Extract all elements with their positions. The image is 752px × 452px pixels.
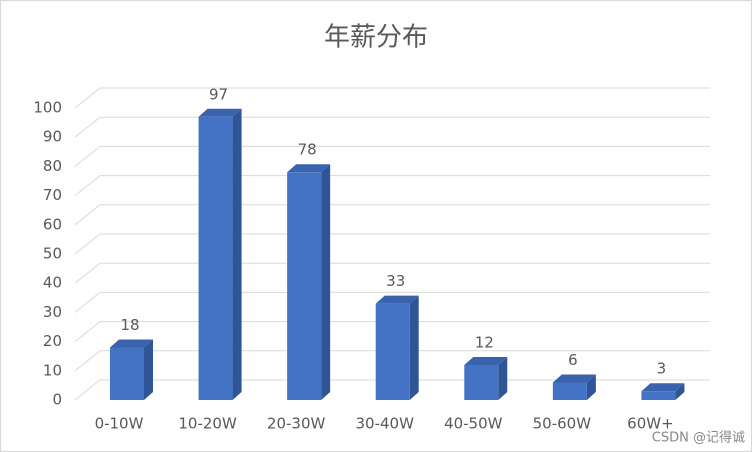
grid-line (74, 321, 710, 342)
bar-front (464, 364, 499, 400)
y-tick-label: 40 (43, 274, 62, 292)
data-label: 12 (475, 333, 494, 351)
bar-front (110, 347, 144, 400)
bar-front (641, 391, 676, 400)
x-tick-label: 30-40W (356, 415, 415, 433)
y-tick-label: 10 (43, 361, 62, 379)
bar-side (232, 108, 242, 400)
y-tick-label: 20 (43, 332, 62, 350)
data-label: 97 (209, 85, 228, 103)
grid-line (74, 87, 710, 109)
bar-top (464, 356, 508, 365)
grid-line (74, 175, 710, 196)
grid-line (74, 350, 710, 372)
x-tick-label: 40-50W (444, 415, 503, 433)
bar-front (552, 382, 587, 400)
bar-top (375, 295, 419, 304)
bar (198, 108, 242, 400)
watermark: CSDN @记得诚 (652, 430, 745, 446)
bar (464, 356, 508, 400)
bar-front (198, 116, 233, 400)
bar-side (409, 295, 419, 400)
bar-side (586, 374, 596, 400)
grid-line (74, 291, 710, 313)
bar (287, 164, 331, 400)
y-tick-label: 0 (52, 391, 62, 409)
data-label: 6 (568, 351, 578, 369)
y-tick-label: 90 (43, 128, 62, 146)
bar (110, 339, 153, 400)
data-label: 18 (120, 316, 139, 334)
y-tick-label: 80 (43, 157, 62, 175)
y-tick-label: 50 (43, 245, 62, 263)
bar-side (675, 383, 685, 400)
bar-front (375, 303, 410, 400)
bar-top (641, 383, 685, 392)
x-tick-label: 20-30W (267, 415, 326, 433)
bar-top (552, 374, 596, 383)
x-tick-label: 10-20W (178, 415, 237, 433)
data-label: 3 (657, 360, 667, 378)
bar-side (498, 356, 508, 400)
bar (552, 374, 596, 400)
bar (375, 295, 419, 400)
bar-top (198, 108, 242, 117)
grid-line (74, 204, 710, 226)
y-tick-label: 60 (43, 215, 62, 233)
bar-top (287, 164, 331, 173)
bar-front (287, 172, 322, 400)
x-tick-label: 60W+ (627, 415, 674, 433)
grid-line (74, 116, 710, 138)
grid-line (74, 233, 710, 255)
bar-top (110, 339, 153, 348)
chart-title: 年薪分布 (324, 23, 428, 53)
y-tick-label: 70 (43, 186, 62, 204)
x-tick-label: 0-10W (95, 415, 144, 433)
y-tick-label: 30 (43, 303, 62, 321)
y-tick-label: 100 (33, 99, 62, 117)
data-label: 78 (298, 141, 317, 159)
grid-line (74, 145, 710, 167)
bar-side (144, 339, 153, 400)
grid-line (74, 262, 710, 284)
bar-side (321, 164, 331, 400)
bar (641, 383, 685, 400)
x-tick-label: 50-60W (533, 415, 592, 433)
data-label: 33 (386, 272, 405, 290)
